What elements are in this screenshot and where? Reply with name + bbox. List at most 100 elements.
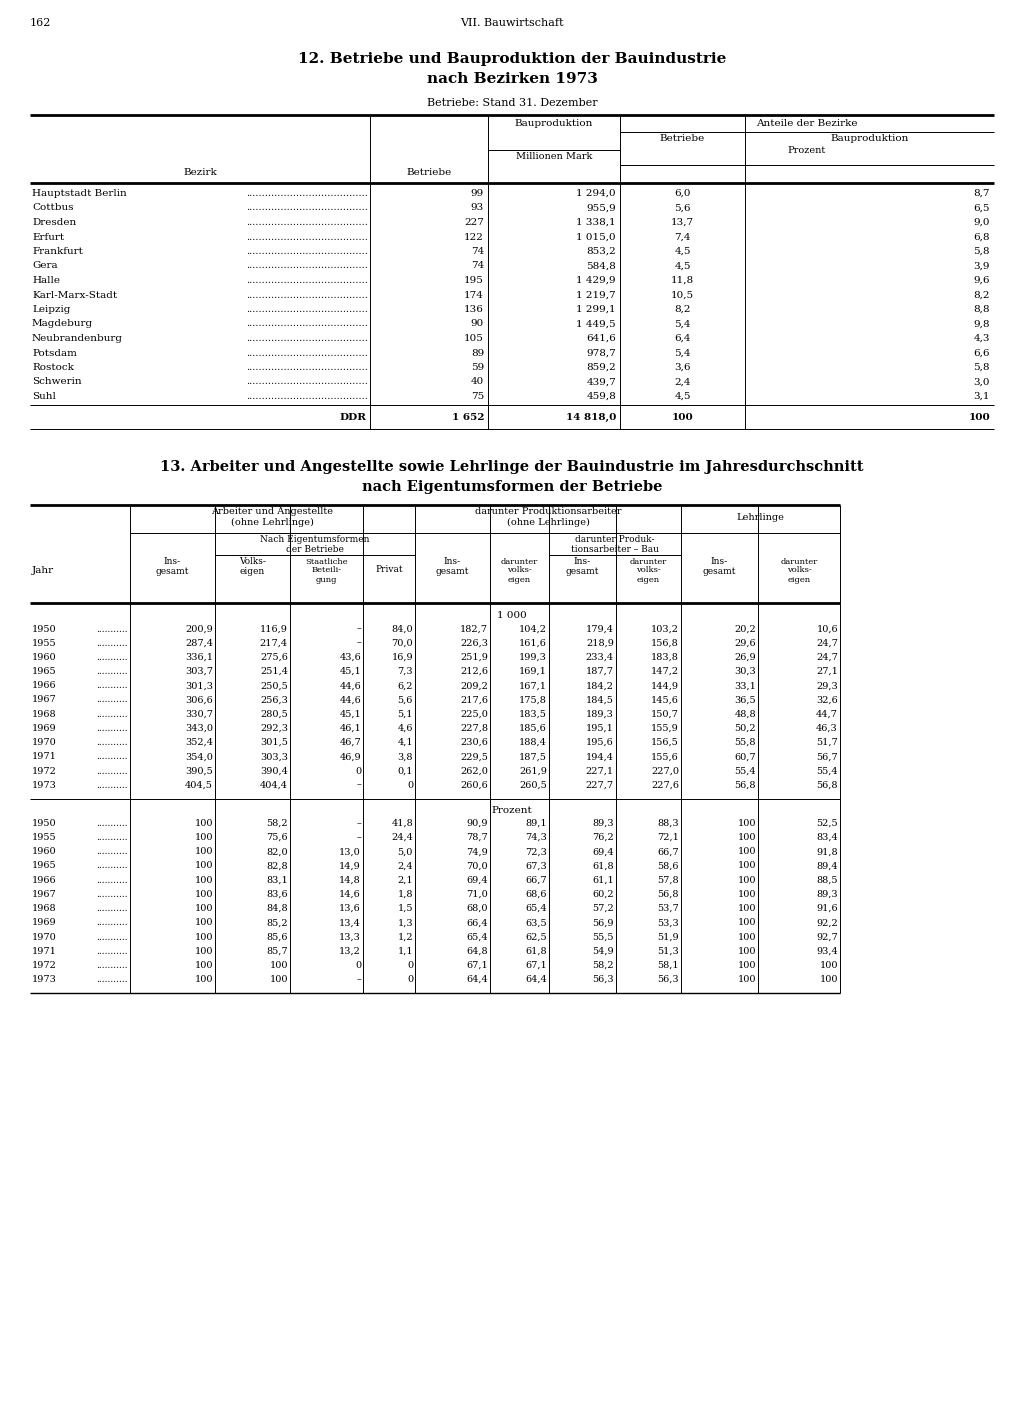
- Text: 93: 93: [471, 204, 484, 213]
- Text: 162: 162: [30, 18, 51, 28]
- Text: 584,8: 584,8: [587, 262, 616, 271]
- Text: 61,8: 61,8: [592, 862, 614, 870]
- Text: 233,4: 233,4: [586, 653, 614, 662]
- Text: 256,3: 256,3: [260, 696, 288, 704]
- Text: 13,6: 13,6: [339, 904, 361, 913]
- Text: 75,6: 75,6: [266, 833, 288, 842]
- Text: 641,6: 641,6: [587, 334, 616, 343]
- Text: Volks-: Volks-: [239, 557, 266, 567]
- Text: .......................................: .......................................: [246, 363, 368, 373]
- Text: Ins-: Ins-: [711, 557, 728, 567]
- Text: 84,8: 84,8: [266, 904, 288, 913]
- Text: 260,5: 260,5: [519, 781, 547, 789]
- Text: 27,1: 27,1: [816, 667, 838, 676]
- Text: 1969: 1969: [32, 918, 56, 927]
- Text: 64,8: 64,8: [466, 947, 488, 955]
- Text: .......................................: .......................................: [246, 262, 368, 271]
- Text: 16,9: 16,9: [391, 653, 413, 662]
- Text: 100: 100: [819, 975, 838, 983]
- Text: 404,4: 404,4: [260, 781, 288, 789]
- Text: 44,7: 44,7: [816, 710, 838, 718]
- Text: 1960: 1960: [32, 653, 56, 662]
- Text: 100: 100: [195, 947, 213, 955]
- Text: –: –: [356, 975, 361, 983]
- Text: 167,1: 167,1: [519, 682, 547, 690]
- Text: 36,5: 36,5: [734, 696, 756, 704]
- Text: 303,3: 303,3: [260, 752, 288, 761]
- Text: 6,8: 6,8: [974, 232, 990, 241]
- Text: .......................................: .......................................: [246, 377, 368, 387]
- Text: 76,2: 76,2: [592, 833, 614, 842]
- Text: 58,6: 58,6: [657, 862, 679, 870]
- Text: ...........: ...........: [96, 819, 128, 828]
- Text: 64,4: 64,4: [466, 975, 488, 983]
- Text: 1967: 1967: [32, 696, 56, 704]
- Text: Ins-: Ins-: [573, 557, 591, 567]
- Text: 217,6: 217,6: [460, 696, 488, 704]
- Text: 287,4: 287,4: [185, 639, 213, 648]
- Text: 8,8: 8,8: [974, 305, 990, 315]
- Text: 66,7: 66,7: [657, 847, 679, 856]
- Text: 78,7: 78,7: [466, 833, 488, 842]
- Text: 187,7: 187,7: [586, 667, 614, 676]
- Text: 9,0: 9,0: [974, 218, 990, 227]
- Text: ...........: ...........: [96, 918, 128, 927]
- Text: 64,4: 64,4: [525, 975, 547, 983]
- Text: 5,1: 5,1: [397, 710, 413, 718]
- Text: 56,3: 56,3: [657, 975, 679, 983]
- Text: 46,3: 46,3: [816, 724, 838, 733]
- Text: 144,9: 144,9: [651, 682, 679, 690]
- Text: 100: 100: [737, 975, 756, 983]
- Text: 188,4: 188,4: [519, 738, 547, 747]
- Text: Ins-: Ins-: [164, 557, 181, 567]
- Text: ...........: ...........: [96, 667, 128, 676]
- Text: 3,8: 3,8: [397, 752, 413, 761]
- Text: 100: 100: [737, 947, 756, 955]
- Text: volks-: volks-: [636, 567, 660, 574]
- Text: 55,5: 55,5: [593, 932, 614, 941]
- Text: 227,0: 227,0: [651, 767, 679, 775]
- Text: 262,0: 262,0: [460, 767, 488, 775]
- Text: 209,2: 209,2: [460, 682, 488, 690]
- Text: ...........: ...........: [96, 752, 128, 761]
- Text: 4,6: 4,6: [397, 724, 413, 733]
- Text: .......................................: .......................................: [246, 319, 368, 329]
- Text: 58,1: 58,1: [657, 961, 679, 969]
- Text: .......................................: .......................................: [246, 290, 368, 299]
- Text: 1971: 1971: [32, 752, 57, 761]
- Text: (ohne Lehrlinge): (ohne Lehrlinge): [231, 517, 314, 527]
- Text: eigen: eigen: [787, 575, 811, 584]
- Text: 0: 0: [407, 781, 413, 789]
- Text: ...........: ...........: [96, 904, 128, 913]
- Text: –: –: [356, 781, 361, 789]
- Text: 88,3: 88,3: [657, 819, 679, 828]
- Text: darunter: darunter: [630, 557, 667, 565]
- Text: 60,2: 60,2: [592, 890, 614, 898]
- Text: 24,7: 24,7: [816, 639, 838, 648]
- Text: 56,8: 56,8: [734, 781, 756, 789]
- Text: 20,2: 20,2: [734, 625, 756, 633]
- Text: 303,7: 303,7: [185, 667, 213, 676]
- Text: 72,3: 72,3: [525, 847, 547, 856]
- Text: 10,6: 10,6: [816, 625, 838, 633]
- Text: 227: 227: [464, 218, 484, 227]
- Text: 226,3: 226,3: [460, 639, 488, 648]
- Text: ...........: ...........: [96, 724, 128, 733]
- Text: Betriebe: Betriebe: [659, 135, 706, 143]
- Text: 5,4: 5,4: [674, 319, 691, 329]
- Text: gesamt: gesamt: [702, 567, 736, 575]
- Text: darunter Produktionsarbeiter: darunter Produktionsarbeiter: [475, 507, 622, 517]
- Text: 100: 100: [737, 862, 756, 870]
- Text: 90: 90: [471, 319, 484, 329]
- Text: 13,2: 13,2: [339, 947, 361, 955]
- Text: 343,0: 343,0: [185, 724, 213, 733]
- Text: 44,6: 44,6: [339, 696, 361, 704]
- Text: ...........: ...........: [96, 767, 128, 775]
- Text: Leipzig: Leipzig: [32, 305, 71, 315]
- Text: 46,1: 46,1: [339, 724, 361, 733]
- Text: .......................................: .......................................: [246, 204, 368, 213]
- Text: 56,9: 56,9: [593, 918, 614, 927]
- Text: ...........: ...........: [96, 961, 128, 969]
- Text: 30,3: 30,3: [734, 667, 756, 676]
- Text: Hauptstadt Berlin: Hauptstadt Berlin: [32, 188, 127, 198]
